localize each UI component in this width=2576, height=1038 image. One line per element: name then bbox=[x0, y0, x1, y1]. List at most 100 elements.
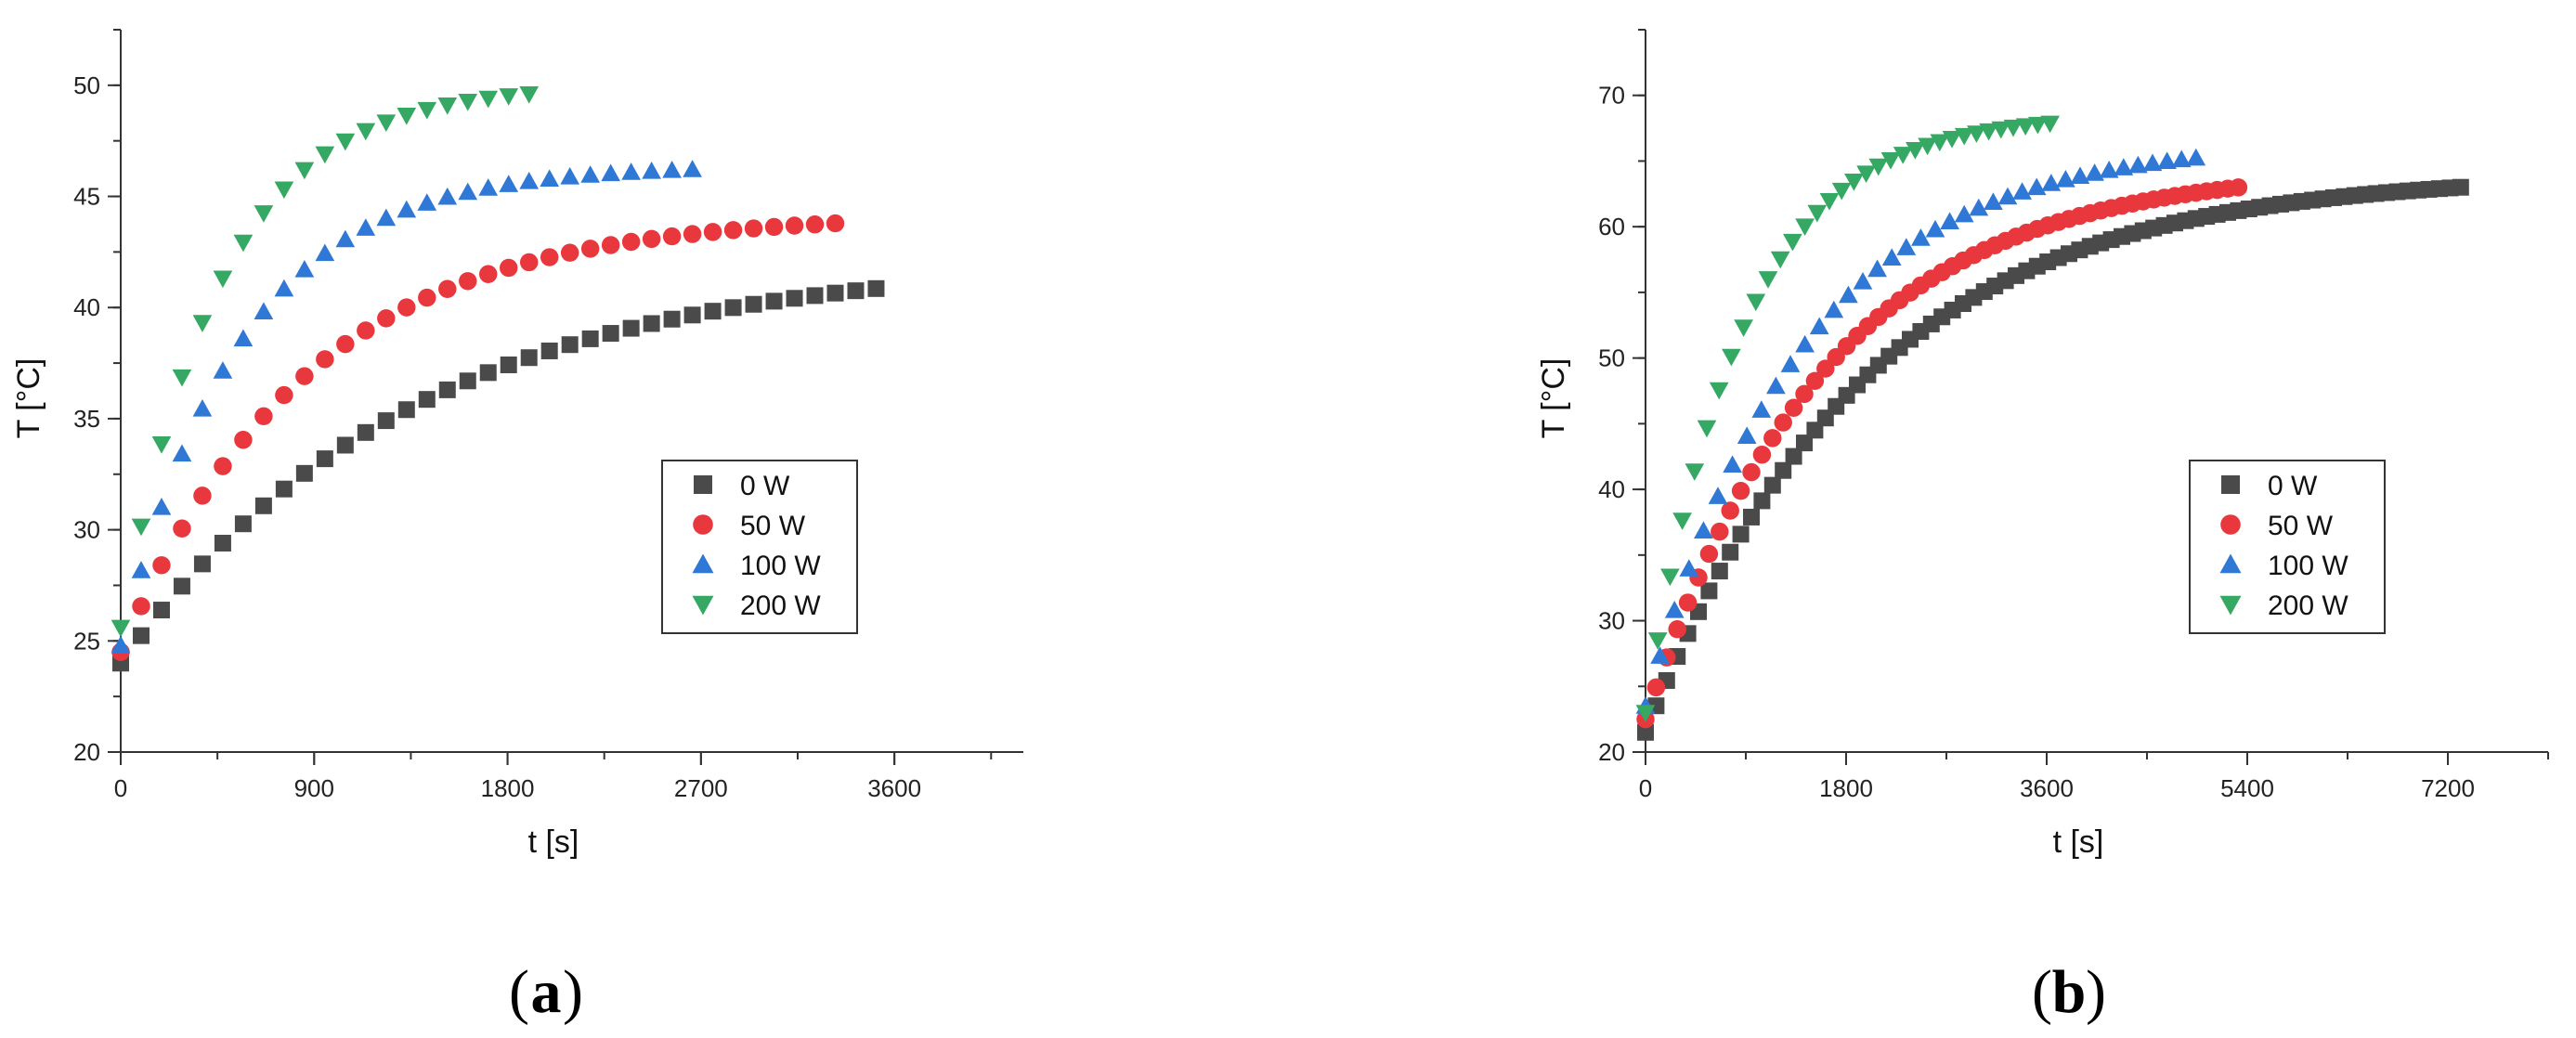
data-point bbox=[315, 243, 335, 262]
data-point bbox=[254, 497, 272, 514]
data-point bbox=[335, 133, 356, 151]
x-tick-label: 0 bbox=[1639, 774, 1652, 802]
data-point bbox=[765, 292, 783, 310]
data-point bbox=[1766, 376, 1786, 395]
data-point bbox=[377, 412, 395, 430]
data-point bbox=[643, 315, 660, 332]
data-point bbox=[1954, 127, 1974, 146]
data-point bbox=[234, 431, 253, 449]
data-point bbox=[1997, 187, 2018, 205]
data-point bbox=[703, 223, 722, 241]
data-point bbox=[2003, 119, 2023, 137]
data-point bbox=[214, 457, 232, 475]
data-point bbox=[356, 123, 376, 141]
data-point bbox=[418, 288, 436, 307]
data-point bbox=[744, 219, 763, 238]
x-axis-title-a: t [s] bbox=[528, 824, 579, 860]
data-point bbox=[214, 535, 231, 552]
data-point bbox=[192, 315, 213, 332]
x-tick-label: 1800 bbox=[481, 774, 535, 802]
series-0w bbox=[1637, 178, 2469, 741]
data-point bbox=[131, 561, 151, 578]
data-point bbox=[519, 172, 540, 189]
data-point bbox=[2452, 178, 2469, 196]
legend-label: 200 W bbox=[2268, 590, 2348, 621]
data-point bbox=[602, 325, 619, 343]
data-point bbox=[1911, 228, 1931, 246]
data-point bbox=[826, 214, 845, 233]
data-point bbox=[786, 290, 803, 307]
panel-label-a-close: ) bbox=[563, 958, 583, 1026]
ticks-a: 0 900 1800 2700 3600 20 25 30 35 40 45 50 bbox=[73, 29, 993, 802]
data-point bbox=[1880, 152, 1901, 170]
data-point bbox=[1685, 463, 1705, 481]
y-tick-label: 25 bbox=[73, 627, 100, 655]
data-point bbox=[1805, 371, 1825, 391]
data-point bbox=[704, 303, 722, 320]
data-point bbox=[1780, 355, 1801, 372]
data-point bbox=[1784, 398, 1803, 417]
data-point bbox=[1795, 334, 1815, 353]
data-point bbox=[335, 229, 356, 248]
data-point bbox=[1737, 426, 1757, 445]
data-point bbox=[1942, 130, 1962, 149]
data-point bbox=[1723, 455, 1742, 473]
y-tick-label: 35 bbox=[73, 405, 100, 433]
data-point bbox=[1637, 723, 1654, 741]
y-tick-label: 30 bbox=[73, 516, 100, 544]
x-axis-title-b: t [s] bbox=[2053, 824, 2104, 860]
data-point bbox=[560, 243, 579, 262]
data-point bbox=[1954, 204, 1974, 223]
panel-label-a-open: ( bbox=[509, 958, 529, 1026]
data-point bbox=[622, 319, 640, 337]
data-point bbox=[295, 367, 314, 385]
data-point bbox=[1896, 238, 1917, 255]
data-point bbox=[581, 330, 599, 347]
data-point bbox=[1783, 233, 1802, 252]
data-point bbox=[418, 391, 436, 409]
data-point bbox=[254, 407, 273, 426]
legend-marker bbox=[2220, 514, 2241, 535]
data-point bbox=[1867, 259, 1887, 278]
data-point bbox=[459, 272, 477, 291]
series-100w bbox=[1635, 148, 2206, 714]
data-point bbox=[621, 232, 641, 252]
data-point bbox=[2012, 182, 2032, 200]
series-50w bbox=[1636, 178, 2248, 729]
data-point bbox=[357, 321, 375, 340]
legend-label: 0 W bbox=[740, 471, 790, 501]
data-point bbox=[826, 284, 844, 302]
data-point bbox=[2099, 161, 2119, 178]
panel-caption-a: ( a ) bbox=[509, 958, 583, 1026]
legend-item: 100 W bbox=[2219, 551, 2348, 581]
data-point bbox=[1844, 173, 1864, 191]
data-point bbox=[1918, 137, 1937, 156]
data-point bbox=[1969, 198, 1989, 216]
data-point bbox=[417, 193, 437, 211]
data-point bbox=[132, 627, 150, 644]
data-point bbox=[683, 160, 702, 177]
chart-panel-b: 0 1800 3600 5400 7200 20 30 40 50 60 70 0 W 50 W 100… bbox=[1536, 29, 2549, 1026]
data-point bbox=[2028, 116, 2048, 135]
data-point bbox=[2015, 118, 2036, 136]
data-point bbox=[1795, 384, 1814, 404]
data-point bbox=[1785, 448, 1802, 465]
data-point bbox=[745, 295, 762, 313]
data-point bbox=[1856, 165, 1876, 183]
data-point bbox=[458, 94, 478, 111]
data-point bbox=[1635, 705, 1656, 722]
data-point bbox=[1758, 271, 1778, 289]
data-point bbox=[723, 221, 743, 240]
legend-item: 200 W bbox=[2219, 590, 2348, 621]
data-point bbox=[1746, 293, 1766, 312]
data-point bbox=[1721, 501, 1739, 520]
data-point bbox=[274, 181, 294, 200]
data-point bbox=[1940, 212, 1959, 230]
data-point bbox=[1679, 559, 1699, 577]
data-point bbox=[561, 336, 579, 354]
data-point bbox=[459, 372, 476, 390]
data-point bbox=[336, 334, 355, 354]
data-point bbox=[1807, 204, 1828, 223]
data-point bbox=[1868, 158, 1889, 176]
data-point bbox=[2041, 174, 2062, 191]
